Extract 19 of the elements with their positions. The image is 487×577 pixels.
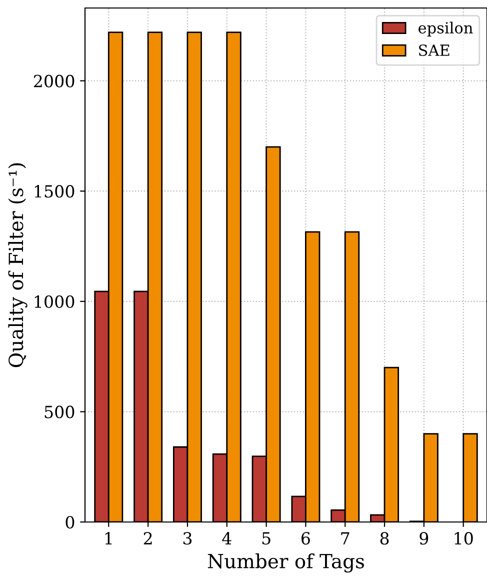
y-tick-label: 1000 — [34, 295, 74, 308]
legend-label: epsilon — [418, 22, 473, 37]
x-tick-label: 4 — [222, 532, 232, 544]
x-tick-label: 8 — [380, 532, 389, 545]
y-axis-title: Quality of Filter (s⁻¹) — [8, 163, 28, 368]
x-tick-label: 1 — [105, 532, 112, 544]
x-tick-label: 9 — [420, 532, 428, 545]
x-tick-label: 2 — [144, 532, 152, 544]
legend-label: SAE — [419, 44, 450, 56]
y-tick-label: 1500 — [34, 185, 74, 198]
y-tick-label: 500 — [44, 406, 74, 418]
x-tick-label: 10 — [454, 532, 473, 545]
x-tick-label: 7 — [341, 532, 350, 544]
x-axis-title: Number of Tags — [208, 553, 364, 573]
y-tick-label: 0 — [66, 516, 74, 529]
x-tick-label: 5 — [262, 532, 270, 545]
x-tick-label: 3 — [183, 532, 192, 545]
y-tick-label: 2000 — [34, 74, 74, 88]
x-tick-label: 6 — [302, 532, 310, 545]
